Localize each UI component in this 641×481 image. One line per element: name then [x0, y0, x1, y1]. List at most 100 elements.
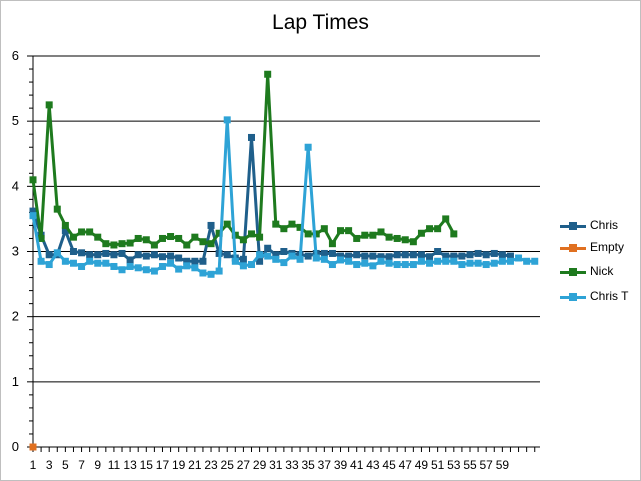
- data-point-chris-t: [490, 259, 498, 267]
- data-point-chris-t: [482, 261, 490, 269]
- legend-label: Chris T: [590, 289, 629, 303]
- data-point-chris: [474, 249, 482, 257]
- data-point-chris-t: [377, 257, 385, 265]
- data-point-nick: [118, 240, 126, 248]
- x-tick-label: 47: [399, 458, 413, 472]
- data-point-chris: [183, 257, 191, 265]
- data-point-chris-t: [442, 257, 450, 265]
- data-point-chris-t: [361, 259, 369, 267]
- data-point-chris-t: [417, 257, 425, 265]
- data-point-chris-t: [393, 261, 401, 269]
- data-point-chris: [450, 252, 458, 260]
- data-point-chris: [417, 251, 425, 259]
- data-point-chris-t: [450, 257, 458, 265]
- x-tick-label: 37: [318, 458, 332, 472]
- data-point-chris: [126, 256, 134, 264]
- data-point-chris: [94, 251, 102, 259]
- data-point-chris-t: [150, 267, 158, 275]
- data-point-chris: [320, 249, 328, 257]
- data-point-nick: [191, 233, 199, 241]
- data-point-nick: [69, 233, 77, 241]
- data-point-chris: [158, 253, 166, 261]
- data-point-chris: [393, 251, 401, 259]
- data-point-nick: [361, 231, 369, 239]
- legend-swatch: [560, 292, 586, 302]
- data-point-chris-t: [207, 270, 215, 278]
- legend-label: Empty: [590, 240, 625, 254]
- data-point-chris: [426, 253, 434, 261]
- data-point-chris-t: [345, 257, 353, 265]
- data-point-nick: [328, 240, 336, 248]
- data-point-chris: [304, 252, 312, 260]
- data-point-nick: [78, 228, 86, 236]
- data-point-nick: [377, 228, 385, 236]
- data-point-nick: [37, 234, 45, 242]
- data-point-chris-t: [102, 259, 110, 267]
- data-point-chris: [328, 249, 336, 257]
- data-point-chris: [191, 257, 199, 265]
- x-tick-label: 43: [366, 458, 380, 472]
- series-empty: [29, 443, 37, 451]
- data-point-chris: [256, 257, 264, 265]
- data-point-nick: [288, 220, 296, 228]
- data-point-chris-t: [142, 266, 150, 274]
- data-point-chris-t: [434, 257, 442, 265]
- data-point-chris-t: [426, 259, 434, 267]
- data-point-chris: [69, 248, 77, 255]
- series-line-nick: [31, 72, 456, 247]
- data-point-nick: [167, 233, 175, 241]
- y-tick-label: 4: [12, 178, 19, 193]
- data-point-chris-t: [328, 261, 336, 269]
- data-point-chris: [409, 251, 417, 259]
- x-tick-label: 59: [496, 458, 510, 472]
- x-tick-label: 11: [108, 458, 121, 472]
- data-point-nick: [223, 220, 231, 228]
- data-point-chris: [207, 221, 215, 229]
- data-point-chris-t: [183, 262, 191, 270]
- x-tick-label: 45: [382, 458, 396, 472]
- x-tick-label: 33: [285, 458, 299, 472]
- legend-marker: [569, 268, 577, 276]
- data-point-nick: [247, 230, 255, 238]
- legend-marker: [569, 293, 577, 301]
- legend-swatch: [560, 221, 586, 231]
- data-point-chris-t: [256, 251, 264, 259]
- y-tick-label: 3: [12, 244, 19, 259]
- data-point-nick: [312, 230, 320, 238]
- data-point-chris-t: [280, 259, 288, 267]
- data-point-chris-t: [69, 259, 77, 267]
- data-point-nick: [345, 227, 353, 235]
- x-tick-label: 49: [415, 458, 429, 472]
- data-point-chris-t: [78, 262, 86, 270]
- series-nick: [29, 70, 458, 249]
- data-point-chris-t: [385, 259, 393, 267]
- legend-swatch: [560, 267, 586, 277]
- data-point-chris: [78, 249, 86, 257]
- data-point-chris: [247, 133, 255, 141]
- data-point-chris: [102, 249, 110, 257]
- x-tick-label: 57: [480, 458, 494, 472]
- data-point-nick: [215, 229, 223, 237]
- data-point-nick: [264, 70, 272, 78]
- data-point-chris-t: [167, 259, 175, 267]
- series-chris-t: [29, 116, 539, 278]
- data-point-chris: [482, 251, 490, 259]
- data-point-nick: [207, 240, 215, 248]
- series-lines: [29, 70, 539, 451]
- data-point-chris: [264, 244, 272, 252]
- data-point-chris: [434, 248, 442, 255]
- data-point-chris: [167, 252, 175, 260]
- data-point-chris-t: [272, 255, 280, 263]
- data-point-chris: [377, 253, 385, 261]
- data-point-nick: [450, 230, 458, 238]
- data-point-nick: [401, 236, 409, 244]
- x-tick-label: 41: [350, 458, 364, 472]
- data-point-chris-t: [118, 266, 126, 274]
- x-tick-label: 21: [188, 458, 202, 472]
- data-point-chris-t: [231, 257, 239, 265]
- data-point-nick: [337, 227, 345, 235]
- data-point-chris-t: [175, 265, 183, 273]
- data-point-chris-t: [134, 264, 142, 272]
- x-tick-label: 23: [204, 458, 218, 472]
- data-point-chris: [134, 251, 142, 259]
